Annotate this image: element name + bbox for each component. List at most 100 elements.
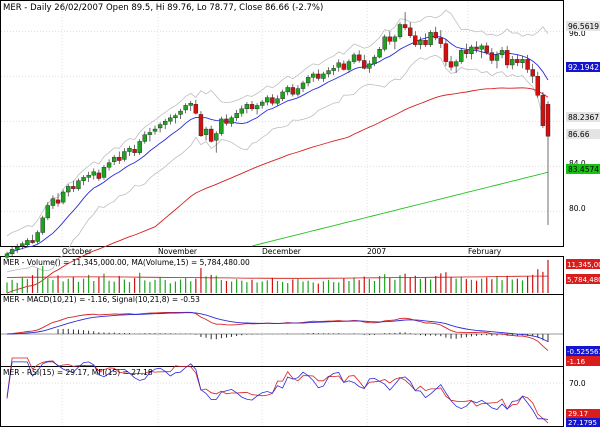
candle-body-23 bbox=[122, 151, 127, 160]
tag-mfi: 27.1795 bbox=[568, 419, 597, 427]
signal-line bbox=[6, 312, 549, 343]
tag-bg-ma-fast bbox=[566, 62, 600, 72]
x-label-2007: 2007 bbox=[367, 247, 386, 256]
candle-body-58 bbox=[300, 82, 306, 89]
candlesticks bbox=[4, 12, 551, 260]
candle-body-66 bbox=[341, 63, 347, 70]
candle-body-19 bbox=[101, 167, 107, 178]
candle-body-2 bbox=[15, 246, 20, 250]
tag-macd: -1.16 bbox=[567, 358, 586, 366]
tag-bg-close bbox=[566, 129, 600, 139]
candle-body-70 bbox=[362, 60, 367, 69]
mfi-line bbox=[6, 361, 549, 420]
candle-body-15 bbox=[81, 177, 86, 181]
candle-body-99 bbox=[510, 59, 515, 66]
candle-body-73 bbox=[377, 49, 382, 58]
candle-body-69 bbox=[356, 54, 362, 61]
candle-body-50 bbox=[259, 101, 265, 106]
candle-body-65 bbox=[336, 62, 341, 68]
candle-body-13 bbox=[71, 186, 76, 189]
candle-body-5 bbox=[30, 240, 35, 243]
candle-body-79 bbox=[407, 27, 413, 36]
rsi-axis-70: 70.0 bbox=[569, 379, 586, 388]
price-axis-96: 96.0 bbox=[569, 29, 586, 38]
candle-body-90 bbox=[464, 50, 469, 54]
candle-body-7 bbox=[40, 217, 45, 233]
macd-label: MER - MACD(10,21) = -1.16, Signal(10,21,… bbox=[3, 295, 200, 304]
candle-body-71 bbox=[367, 63, 372, 69]
candle-body-35 bbox=[183, 105, 188, 111]
tag-bg-volume-ma bbox=[566, 274, 600, 284]
volume-bars bbox=[6, 259, 549, 293]
tag-bg-volume bbox=[566, 259, 600, 269]
candle-body-61 bbox=[316, 73, 321, 79]
candle-body-85 bbox=[438, 37, 444, 44]
candle-body-104 bbox=[535, 76, 540, 96]
candle-body-43 bbox=[224, 118, 229, 124]
candle-body-8 bbox=[45, 205, 51, 219]
candle-body-105 bbox=[540, 95, 546, 126]
candle-body-24 bbox=[127, 147, 132, 152]
tag-ma-slow: 83.4574 bbox=[568, 165, 599, 174]
candle-body-41 bbox=[214, 133, 219, 141]
price-axis-84: 84.0 bbox=[569, 159, 586, 168]
candle-body-95 bbox=[489, 52, 495, 61]
tag-signal: -0.525561 bbox=[567, 348, 600, 356]
candle-body-12 bbox=[66, 186, 71, 193]
tag-close: 86.66 bbox=[568, 130, 590, 139]
tag-bg-ma-mid bbox=[566, 112, 600, 122]
volume-label: MER - Volume() = 11,345,000.00, MA(Volum… bbox=[3, 258, 250, 267]
tag-ma-mid: 88.2367 bbox=[568, 113, 599, 122]
candle-body-37 bbox=[193, 104, 199, 114]
candle-body-32 bbox=[168, 117, 173, 122]
x-label-december: December bbox=[262, 247, 302, 256]
ma-mid-line bbox=[6, 87, 549, 294]
candle-body-91 bbox=[469, 46, 474, 54]
candle-body-39 bbox=[203, 128, 209, 135]
price-panel-frame bbox=[0, 0, 564, 247]
candle-body-87 bbox=[448, 61, 454, 68]
tag-bg-band-top bbox=[566, 21, 600, 31]
ma-slow-line bbox=[251, 171, 549, 247]
candle-body-67 bbox=[346, 61, 352, 70]
candle-body-31 bbox=[163, 120, 168, 125]
tag-bg-mfi bbox=[566, 418, 600, 427]
tag-bg-ma-slow bbox=[566, 164, 600, 174]
candle-body-83 bbox=[428, 32, 433, 45]
candle-body-77 bbox=[397, 24, 403, 38]
candle-body-4 bbox=[25, 240, 30, 246]
volume-ma-line bbox=[6, 275, 548, 279]
candle-body-11 bbox=[60, 191, 66, 203]
candle-body-88 bbox=[453, 61, 459, 67]
candle-body-56 bbox=[290, 87, 296, 95]
candle-body-75 bbox=[387, 36, 392, 42]
candle-body-54 bbox=[280, 91, 285, 99]
candle-body-55 bbox=[285, 87, 290, 93]
candle-body-89 bbox=[459, 50, 464, 62]
candle-body-38 bbox=[198, 114, 204, 137]
candle-body-52 bbox=[270, 97, 275, 104]
candle-body-16 bbox=[86, 174, 91, 178]
candle-body-100 bbox=[515, 59, 520, 63]
candle-body-98 bbox=[504, 50, 510, 66]
price-axis-80: 80.0 bbox=[569, 204, 586, 213]
chart-title: MER - Daily 26/02/2007 Open 89.5, Hi 89.… bbox=[3, 3, 323, 13]
tag-volume: 11,345,000 bbox=[567, 261, 600, 269]
candle-body-9 bbox=[50, 198, 56, 206]
candle-body-40 bbox=[208, 128, 214, 142]
candle-body-1 bbox=[9, 249, 15, 255]
candle-body-45 bbox=[234, 113, 239, 119]
rsi-panel-frame bbox=[0, 366, 564, 427]
tag-ma-fast: 92.1942 bbox=[568, 63, 599, 72]
macd-lines bbox=[6, 311, 549, 351]
tag-volume-ma: 5,784,480 bbox=[567, 276, 600, 284]
candle-body-53 bbox=[275, 98, 280, 104]
candle-body-80 bbox=[413, 35, 418, 45]
candle-body-26 bbox=[137, 141, 142, 153]
candle-body-10 bbox=[55, 199, 61, 204]
candle-body-68 bbox=[351, 54, 357, 62]
candle-body-51 bbox=[265, 97, 270, 103]
bollinger-bands bbox=[6, 9, 549, 273]
candle-body-36 bbox=[188, 102, 193, 106]
